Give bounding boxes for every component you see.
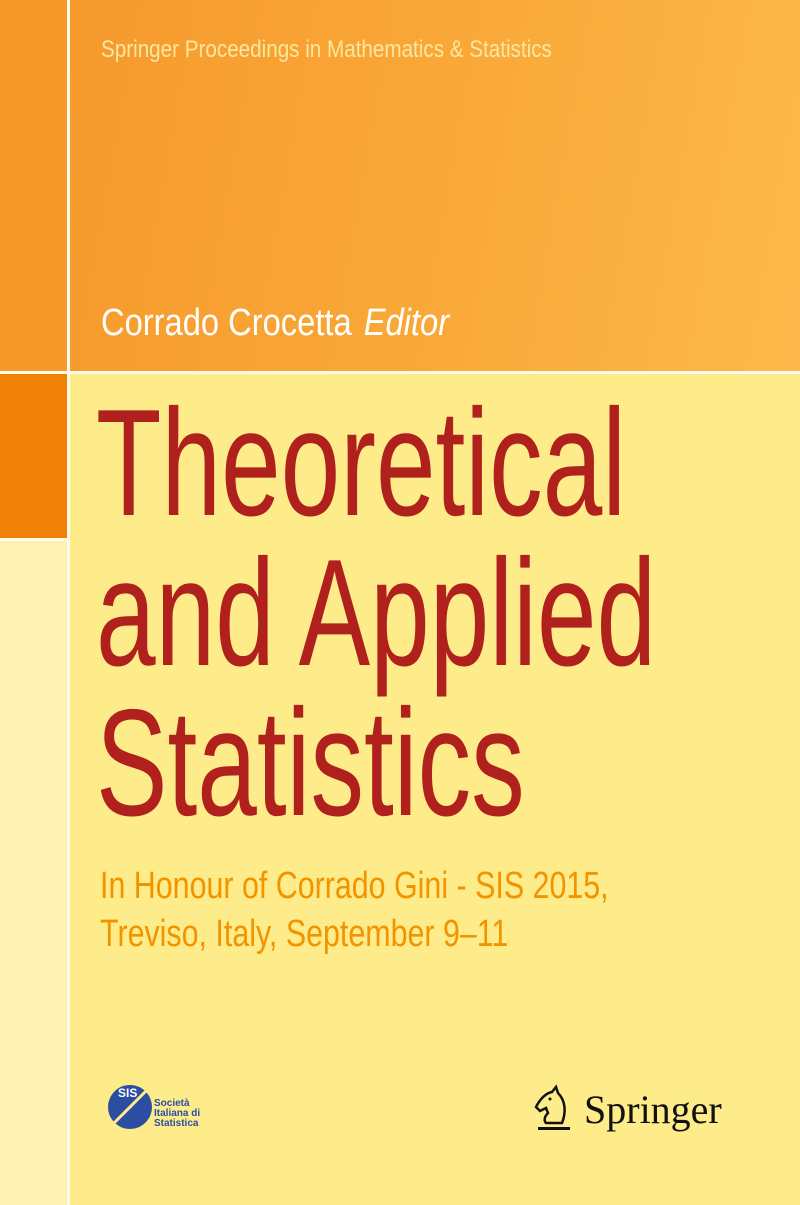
- vertical-divider: [67, 0, 70, 1205]
- sis-abbr: SIS: [118, 1086, 137, 1100]
- author-name: Corrado Crocetta: [101, 302, 352, 344]
- top-left-block: [0, 0, 67, 371]
- horizontal-divider: [0, 371, 800, 374]
- bottom-left-strip: [0, 541, 67, 1205]
- author-role: Editor: [363, 302, 450, 344]
- title-line-3: Statistics: [96, 678, 525, 848]
- sis-logo-icon: SIS: [108, 1085, 152, 1129]
- springer-horse-icon: [534, 1084, 570, 1130]
- sis-name-line: Società: [154, 1098, 190, 1109]
- accent-block: [0, 374, 67, 538]
- sis-name-line: Italiana di: [154, 1108, 201, 1119]
- top-band: [70, 0, 800, 371]
- series-name: Springer Proceedings in Mathematics & St…: [101, 36, 552, 63]
- sis-name: Società Italiana di Statistica: [154, 1099, 200, 1129]
- subtitle-line-1: In Honour of Corrado Gini - SIS 2015,: [100, 865, 609, 907]
- title-line-1: Theoretical: [96, 378, 627, 548]
- main-panel: [70, 374, 800, 1205]
- sis-name-line: Statistica: [154, 1118, 199, 1129]
- title-line-2: and Applied: [96, 528, 657, 698]
- publisher-name: Springer: [584, 1086, 722, 1132]
- accent-divider: [0, 538, 67, 541]
- subtitle-line-2: Treviso, Italy, September 9–11: [100, 913, 509, 955]
- springer-logo: Springer: [532, 1083, 722, 1135]
- author: Corrado Crocetta Editor: [101, 302, 506, 345]
